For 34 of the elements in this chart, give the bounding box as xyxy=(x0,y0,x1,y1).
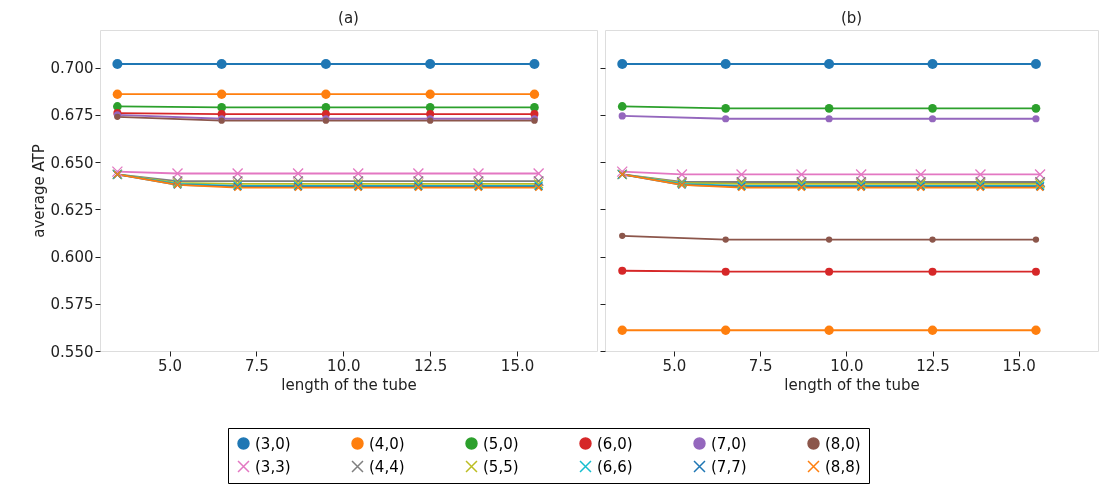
legend-label: (6,0) xyxy=(597,434,633,453)
x-tick-label: 12.5 xyxy=(413,356,448,375)
y-tick-label: 0.675 xyxy=(50,106,94,125)
x-tick-label: 15.0 xyxy=(1002,356,1036,375)
x-axis-title: length of the tube xyxy=(281,375,417,394)
legend-label: (5,0) xyxy=(483,434,519,453)
x-tick-label: 10.0 xyxy=(830,356,864,375)
legend-label: (8,8) xyxy=(825,457,861,476)
y-tick-label: 0.650 xyxy=(50,153,94,172)
legend-label: (3,0) xyxy=(255,434,291,453)
y-tick-label: 0.600 xyxy=(50,248,94,267)
x-tick-label: 12.5 xyxy=(916,356,950,375)
legend-label: (6,6) xyxy=(597,457,633,476)
legend-label: (8,0) xyxy=(825,434,861,453)
y-tick-label: 0.625 xyxy=(50,200,94,219)
legend-label: (4,0) xyxy=(369,434,405,453)
chart-title: (b) xyxy=(840,9,863,27)
y-axis-title: average ATP xyxy=(29,144,48,238)
y-tick-label: 0.700 xyxy=(50,59,94,78)
legend-label: (5,5) xyxy=(483,457,519,476)
x-tick-label: 10.0 xyxy=(327,356,361,375)
x-tick-label: 5.0 xyxy=(158,356,182,375)
legend-label: (7,0) xyxy=(711,434,747,453)
x-tick-label: 7.5 xyxy=(244,356,269,375)
legend-label: (3,3) xyxy=(255,457,291,476)
legend-label: (7,7) xyxy=(711,457,747,476)
y-tick-label: 0.550 xyxy=(50,342,94,361)
y-tick-label: 0.575 xyxy=(50,295,94,314)
x-tick-label: 7.5 xyxy=(748,356,773,375)
legend-label: (4,4) xyxy=(369,457,405,476)
chart-title: (a) xyxy=(338,9,359,27)
x-tick-label: 5.0 xyxy=(662,356,687,375)
x-tick-label: 15.0 xyxy=(500,356,535,375)
x-axis-title: length of the tube xyxy=(784,375,920,394)
